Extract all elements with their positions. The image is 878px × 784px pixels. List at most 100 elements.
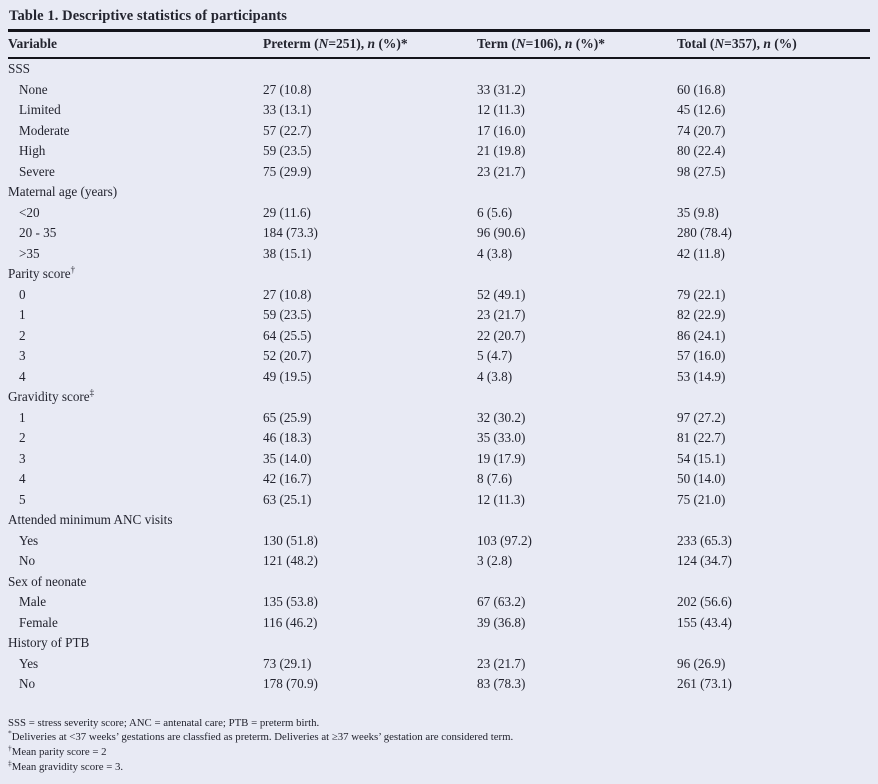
- value-cell: 49 (19.5): [263, 368, 312, 384]
- value-cell: 57 (16.0): [677, 348, 726, 364]
- value-cell: 4 (3.8): [477, 368, 513, 384]
- value-cell: 42 (11.8): [677, 245, 725, 261]
- table-row: 5 63 (25.1) 12 (11.3) 75 (21.0): [8, 490, 870, 511]
- value-cell: 86 (24.1): [677, 327, 726, 343]
- table-row: Limited 33 (13.1) 12 (11.3) 45 (12.6): [8, 100, 870, 121]
- row-label: 2: [19, 430, 26, 446]
- value-cell: 64 (25.5): [263, 327, 312, 343]
- value-cell: 29 (11.6): [263, 204, 311, 220]
- section-row: Maternal age (years): [8, 182, 870, 203]
- value-cell: 35 (33.0): [477, 430, 526, 446]
- section-label: SSS: [8, 61, 31, 77]
- value-cell: 59 (23.5): [263, 143, 312, 159]
- section-row: Sex of neonate: [8, 572, 870, 593]
- table-row: No 178 (70.9) 83 (78.3) 261 (73.1): [8, 674, 870, 695]
- table-row: 1 65 (25.9) 32 (30.2) 97 (27.2): [8, 408, 870, 429]
- table-row: <20 29 (11.6) 6 (5.6) 35 (9.8): [8, 203, 870, 224]
- value-cell: 155 (43.4): [677, 614, 732, 630]
- row-label: Severe: [19, 163, 55, 179]
- value-cell: 23 (21.7): [477, 163, 526, 179]
- value-cell: 82 (22.9): [677, 307, 726, 323]
- footnote: †Mean parity score = 2: [8, 743, 107, 759]
- value-cell: 79 (22.1): [677, 286, 726, 302]
- value-cell: 52 (20.7): [263, 348, 312, 364]
- value-cell: 178 (70.9): [263, 676, 318, 692]
- value-cell: 27 (10.8): [263, 286, 312, 302]
- value-cell: 35 (14.0): [263, 450, 312, 466]
- table-title: Table 1. Descriptive statistics of parti…: [9, 8, 288, 24]
- value-cell: 46 (18.3): [263, 430, 312, 446]
- table-body: SSS None 27 (10.8) 33 (31.2) 60 (16.8) Limite…: [8, 58, 870, 695]
- value-cell: 60 (16.8): [677, 81, 726, 97]
- footnotes: SSS = stress severity score; ANC = anten…: [8, 716, 870, 775]
- value-cell: 3 (2.8): [477, 553, 513, 569]
- value-cell: 121 (48.2): [263, 553, 318, 569]
- value-cell: 12 (11.3): [477, 102, 525, 118]
- value-cell: 67 (63.2): [477, 594, 526, 610]
- value-cell: 74 (20.7): [677, 122, 726, 138]
- header-row: Variable Preterm (N=251), n (%)* Term (N=1…: [8, 30, 870, 59]
- value-cell: 116 (46.2): [263, 614, 318, 630]
- value-cell: 96 (90.6): [477, 225, 526, 241]
- value-cell: 54 (15.1): [677, 450, 726, 466]
- row-label: Moderate: [19, 122, 70, 138]
- value-cell: 22 (20.7): [477, 327, 526, 343]
- column-header: Preterm (N=251), n (%)*: [263, 30, 477, 59]
- table-row: Male 135 (53.8) 67 (63.2) 202 (56.6): [8, 592, 870, 613]
- value-cell: 202 (56.6): [677, 594, 732, 610]
- section-row: SSS: [8, 58, 870, 80]
- section-label: Maternal age (years): [8, 184, 118, 200]
- value-cell: 12 (11.3): [477, 491, 525, 507]
- table-row: Female 116 (46.2) 39 (36.8) 155 (43.4): [8, 613, 870, 634]
- value-cell: 98 (27.5): [677, 163, 726, 179]
- table-row: High 59 (23.5) 21 (19.8) 80 (22.4): [8, 141, 870, 162]
- value-cell: 73 (29.1): [263, 655, 312, 671]
- table-row: 3 52 (20.7) 5 (4.7) 57 (16.0): [8, 346, 870, 367]
- value-cell: 96 (26.9): [677, 655, 726, 671]
- value-cell: 4 (3.8): [477, 245, 513, 261]
- value-cell: 280 (78.4): [677, 225, 732, 241]
- row-label: 0: [19, 286, 26, 302]
- table-row: 2 46 (18.3) 35 (33.0) 81 (22.7): [8, 428, 870, 449]
- row-label: No: [19, 676, 36, 692]
- value-cell: 80 (22.4): [677, 143, 726, 159]
- value-cell: 19 (17.9): [477, 450, 526, 466]
- footnote: *Deliveries at <37 weeks’ gestations are…: [8, 728, 514, 744]
- value-cell: 59 (23.5): [263, 307, 312, 323]
- value-cell: 17 (16.0): [477, 122, 526, 138]
- value-cell: 5 (4.7): [477, 348, 513, 364]
- row-label: 3: [19, 348, 26, 364]
- value-cell: 233 (65.3): [677, 532, 732, 548]
- table-row: None 27 (10.8) 33 (31.2) 60 (16.8): [8, 80, 870, 101]
- row-label: 20 - 35: [19, 225, 57, 241]
- section-row: Attended minimum ANC visits: [8, 510, 870, 531]
- table-row: Moderate 57 (22.7) 17 (16.0) 74 (20.7): [8, 121, 870, 142]
- value-cell: 42 (16.7): [263, 471, 312, 487]
- table-row: 20 - 35 184 (73.3) 96 (90.6) 280 (78.4): [8, 223, 870, 244]
- section-row: History of PTB: [8, 633, 870, 654]
- value-cell: 38 (15.1): [263, 245, 312, 261]
- section-row: Gravidity score‡: [8, 387, 870, 408]
- value-cell: 184 (73.3): [263, 225, 318, 241]
- descriptive-statistics-table: Variable Preterm (N=251), n (%)* Term (N=1…: [8, 29, 870, 695]
- row-label: High: [19, 143, 46, 159]
- value-cell: 63 (25.1): [263, 491, 312, 507]
- row-label: 3: [19, 450, 26, 466]
- row-label: >35: [19, 245, 40, 261]
- table-row: 4 42 (16.7) 8 (7.6) 50 (14.0): [8, 469, 870, 490]
- value-cell: 83 (78.3): [477, 676, 526, 692]
- table-row: Severe 75 (29.9) 23 (21.7) 98 (27.5): [8, 162, 870, 183]
- row-label: 1: [19, 409, 26, 425]
- section-label: Parity score†: [8, 264, 76, 282]
- row-label: Male: [19, 594, 47, 610]
- value-cell: 130 (51.8): [263, 532, 318, 548]
- value-cell: 53 (14.9): [677, 368, 726, 384]
- row-label: 4: [19, 471, 26, 487]
- footnote: ‡Mean gravidity score = 3.: [8, 758, 124, 773]
- value-cell: 45 (12.6): [677, 102, 726, 118]
- table-row: Yes 73 (29.1) 23 (21.7) 96 (26.9): [8, 654, 870, 675]
- value-cell: 135 (53.8): [263, 594, 318, 610]
- value-cell: 103 (97.2): [477, 532, 532, 548]
- value-cell: 21 (19.8): [477, 143, 526, 159]
- row-label: 4: [19, 368, 26, 384]
